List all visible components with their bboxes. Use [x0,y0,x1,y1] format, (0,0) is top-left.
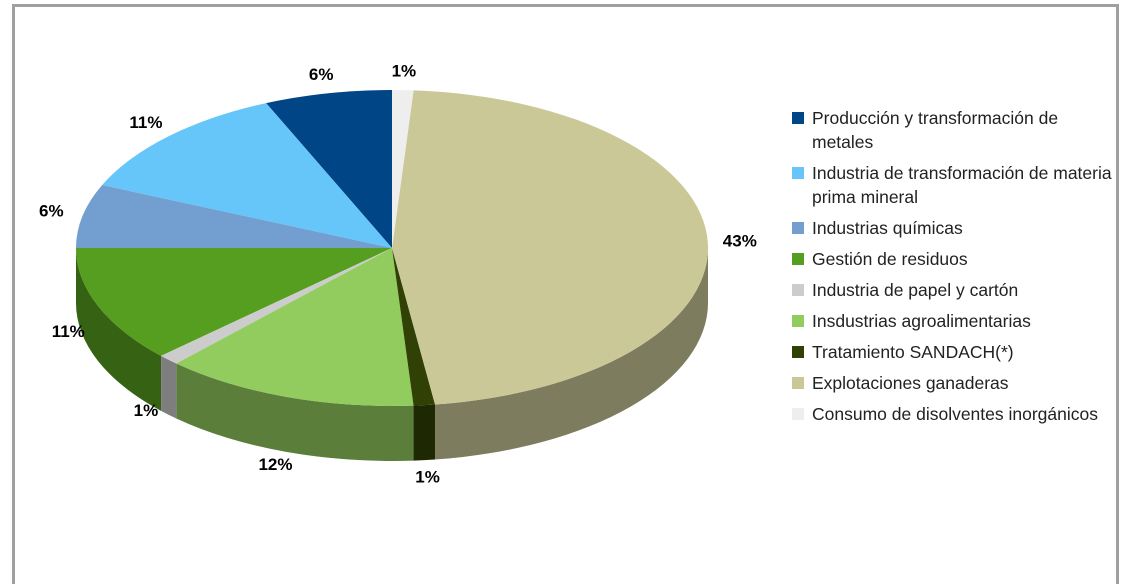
data-label: 1% [392,62,417,81]
legend-label: Industrias químicas [812,218,963,238]
data-label: 11% [129,113,162,132]
legend-entry: Industria de papel y cartón [792,278,1112,302]
legend-entry: Gestión de residuos [792,247,1112,271]
slice [76,248,392,356]
legend-entry: Consumo de disolventes inorgánicos [792,402,1112,426]
chart: 6% 11% 6% 11% 1% 12% 1% 43% 1% [39,62,757,487]
legend-entry: Insdustrias agroalimentarias [792,309,1112,333]
legend-swatch [792,167,804,179]
legend-entry: Industrias químicas [792,216,1112,240]
data-label: 1% [415,467,440,486]
legend-entry: Explotaciones ganaderas [792,371,1112,395]
slice [102,103,393,248]
slice-side [413,404,436,461]
slice [392,248,436,406]
legend-label: Industria de papel y cartón [812,280,1019,300]
legend-label: Industria de transformación de materia p… [812,163,1112,207]
slice-side [435,248,708,460]
legend-swatch [792,408,804,420]
legend-label: Insdustrias agroalimentarias [812,311,1031,331]
slice-side [76,248,162,411]
data-label: 6% [39,202,64,221]
legend-swatch [792,112,804,124]
chart-frame [12,4,1119,584]
slice [76,185,392,248]
slice [392,90,414,248]
data-label: 43% [723,231,757,250]
legend-swatch [792,377,804,389]
legend-label: Explotaciones ganaderas [812,373,1009,393]
slice [176,248,414,406]
data-label: 12% [258,455,292,474]
slice-side [176,363,414,461]
data-label: 1% [134,401,159,420]
legend-entry: Producción y transformación de metales [792,106,1112,154]
slice [392,90,709,405]
legend-swatch [792,222,804,234]
data-label: 6% [309,65,334,84]
legend-label: Tratamiento SANDACH(*) [812,342,1014,362]
legend-label: Consumo de disolventes inorgánicos [812,404,1098,424]
legend-swatch [792,253,804,265]
slice [161,248,392,364]
legend-swatch [792,284,804,296]
legend-swatch [792,346,804,358]
legend-label: Producción y transformación de metales [812,108,1059,152]
slice [266,90,392,248]
data-label: 11% [52,322,85,341]
legend-entry: Industria de transformación de materia p… [792,161,1112,209]
legend-entry: Tratamiento SANDACH(*) [792,340,1112,364]
legend-label: Gestión de residuos [812,249,968,269]
slice-side [161,355,177,419]
legend-swatch [792,315,804,327]
legend: Producción y transformación de metales In… [792,106,1112,433]
